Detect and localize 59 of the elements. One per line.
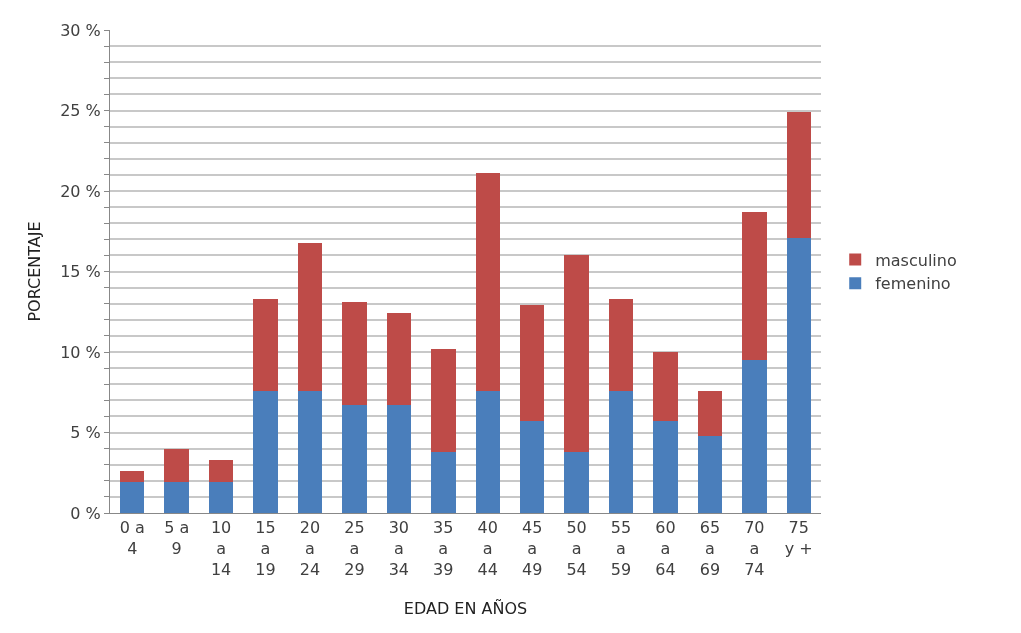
bar: [342, 302, 367, 406]
bar: [164, 448, 189, 483]
bar: [564, 451, 589, 513]
bar: [386, 405, 412, 513]
y-axis-title: PORCENTAJE: [25, 221, 45, 322]
bar: [120, 471, 145, 483]
legend-label: femenino: [875, 274, 951, 294]
bar: [297, 242, 323, 391]
bar: [208, 459, 234, 483]
bar: [297, 390, 323, 513]
x-tick-label: 15 a 19: [255, 518, 276, 579]
x-tick-label: 75 y +: [784, 518, 813, 558]
y-tick-label: 15 %: [60, 262, 101, 282]
x-tick-label: 65 a 69: [699, 518, 721, 579]
y-tick-label: 10 %: [60, 342, 101, 362]
x-tick-label: 0 a 4: [119, 518, 145, 558]
bar: [653, 421, 678, 513]
y-tick-label: 20 %: [60, 181, 101, 201]
bar: [608, 298, 634, 391]
x-axis-title: EDAD EN AÑOS: [403, 599, 528, 619]
bar: [342, 405, 367, 513]
x-tick-label: 35 a 39: [433, 518, 454, 579]
x-tick-label: 50 a 54: [566, 518, 587, 579]
bar: [120, 482, 145, 513]
bar: [253, 390, 278, 513]
bar: [519, 421, 545, 513]
x-tick-label: 60 a 64: [655, 518, 676, 579]
legend-label: masculino: [875, 250, 957, 270]
x-tick-label: 55 a 59: [610, 518, 632, 579]
bar: [564, 255, 589, 452]
bar: [386, 313, 412, 406]
y-tick-label: 25 %: [60, 101, 101, 121]
bar: [742, 211, 767, 361]
bar: [786, 112, 811, 238]
x-tick-label: 30 a 34: [388, 518, 410, 579]
bar: [786, 237, 811, 513]
y-tick-label: 5 %: [70, 423, 101, 443]
x-tick-label: 45 a 49: [521, 518, 543, 579]
bar: [653, 352, 678, 422]
bar: [475, 173, 500, 391]
x-tick-label: 25 a 29: [344, 518, 365, 579]
bar: [253, 298, 278, 391]
bar: [608, 390, 634, 513]
y-tick-label: 30 %: [60, 20, 101, 40]
x-tick-label: 20 a 24: [299, 518, 321, 579]
bar: [164, 482, 189, 513]
x-tick-label: 5 a 9: [164, 518, 190, 558]
bar: [519, 305, 545, 422]
bar: [208, 482, 234, 513]
bar: [431, 348, 456, 452]
bar: [697, 390, 723, 436]
y-tick-label: 0 %: [70, 503, 101, 523]
x-tick-label: 40 a 44: [477, 518, 498, 579]
bar: [475, 390, 500, 513]
bar: [697, 435, 723, 513]
x-tick-label: 70 a 74: [744, 518, 765, 579]
x-tick-label: 10 a 14: [210, 518, 232, 579]
bar: [431, 451, 456, 513]
bar: [742, 360, 767, 513]
